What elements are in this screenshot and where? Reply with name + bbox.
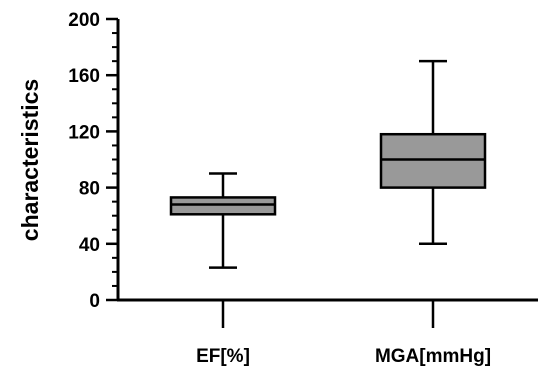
x-axis-ticks: EF[%] MGA[mmHg] <box>196 300 491 367</box>
y-tick-label: 200 <box>68 10 100 31</box>
iqr-box <box>169 196 277 216</box>
y-tick-label: 40 <box>79 235 100 256</box>
box-1 <box>169 172 277 269</box>
x-tick-label: EF[%] <box>196 346 250 367</box>
x-tick-label: MGA[mmHg] <box>375 346 491 367</box>
y-tick-label: 120 <box>68 122 100 143</box>
y-tick-label: 0 <box>89 291 100 312</box>
y-axis-title: characteristics <box>17 79 43 241</box>
iqr-box <box>379 132 487 189</box>
boxes <box>169 59 487 269</box>
box-2 <box>379 59 487 246</box>
y-tick-label: 160 <box>68 66 100 87</box>
y-axis-ticks: 0 40 80 120 160 200 <box>68 10 118 312</box>
y-tick-label: 80 <box>79 179 100 200</box>
